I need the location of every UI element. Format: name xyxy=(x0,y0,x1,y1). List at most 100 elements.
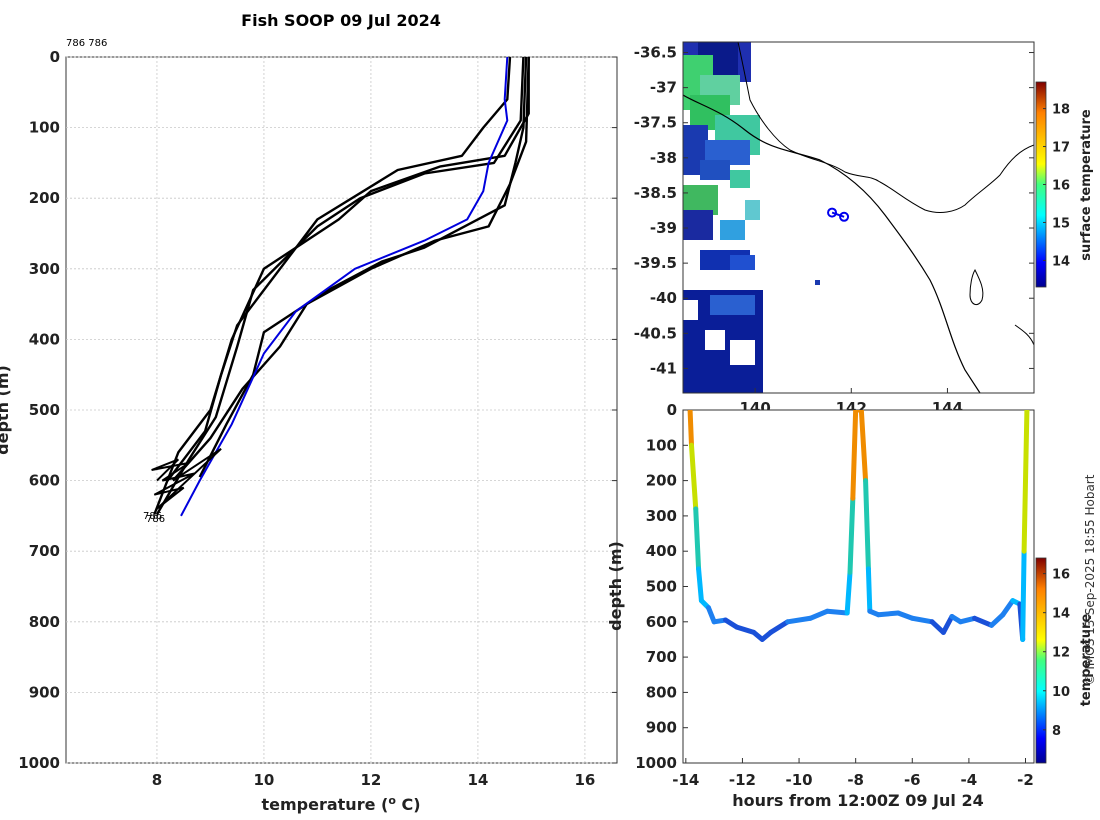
depth-track-segment xyxy=(972,615,995,628)
depth-track-segment xyxy=(895,610,915,621)
bottom-y-tick-label: 500 xyxy=(646,578,677,596)
annotation-786-b: 786 xyxy=(146,514,165,525)
coastline xyxy=(737,42,1034,213)
y-tick-label: 300 xyxy=(29,260,60,278)
depth-track-segment xyxy=(705,605,717,625)
sst-cb-tick-label: 18 xyxy=(1052,103,1070,118)
bottom-y-tick-label: 200 xyxy=(646,472,677,490)
bottom-x-tick-label: -6 xyxy=(904,771,921,789)
bottom-y-axis-label: depth (m) xyxy=(606,541,625,631)
ship-track xyxy=(827,207,850,222)
bottom-y-tick-label: 600 xyxy=(646,613,677,631)
bottom-x-axis-label: hours from 12:00Z 09 Jul 24 xyxy=(732,791,983,810)
temperature-depth-plot: 8 10 12 14 16 0 100 200 300 400 500 600 700 800 900 10… xyxy=(0,11,618,814)
map-content xyxy=(683,42,1034,393)
depth-track-segment xyxy=(909,615,935,625)
series-line-profile-2 xyxy=(155,57,525,516)
bottom-x-tick-label: -2 xyxy=(1017,771,1034,789)
temp-cb-tick-label: 12 xyxy=(1052,646,1070,661)
temp-cb-tick-label: 10 xyxy=(1052,685,1070,700)
bottom-x-tick-label: -8 xyxy=(847,771,864,789)
depth-track-segment xyxy=(858,410,869,484)
bottom-y-tick-label: 0 xyxy=(667,401,677,419)
depth-track-segment xyxy=(696,566,704,604)
map-y-tick-label: -36.5 xyxy=(634,44,677,62)
bottom-y-tick-label: 900 xyxy=(646,719,677,737)
depth-track-segment xyxy=(1020,548,1027,642)
bottom-y-tick-label: 1000 xyxy=(635,754,677,772)
sst-cb-tick-label: 14 xyxy=(1052,254,1070,269)
temperature-colorbar xyxy=(1035,557,1047,764)
depth-track-segment xyxy=(847,495,856,575)
x-tick-label: 10 xyxy=(253,771,274,789)
depth-track-segment xyxy=(768,619,791,635)
map-y-tick-labels: -36.5 -37 -37.5 -38 -38.5 -39 -39.5 -40 -40.5 -41 xyxy=(634,44,1034,377)
map-frame xyxy=(682,41,1035,394)
map-y-tick-label: -41 xyxy=(650,359,677,377)
y-tick-label: 200 xyxy=(29,189,60,207)
sst-map: 140 142 144 -36.5-37-37.5-38-38.5-39-39.5-… xyxy=(634,41,1094,417)
depth-track-segment xyxy=(688,442,699,512)
y-tick-label: 900 xyxy=(29,683,60,701)
depth-track-segment xyxy=(940,614,955,635)
continental-shelf-line xyxy=(683,94,981,393)
series-line-profile-mean xyxy=(180,57,509,517)
depth-track-segment xyxy=(1000,598,1016,618)
sst-colorbar-ticks: 14 15 16 17 18 xyxy=(1043,103,1070,269)
map-y-tick-label: -37 xyxy=(650,79,677,97)
series-noise-cluster xyxy=(151,447,222,510)
map-y-tick-label: -40.5 xyxy=(634,324,677,342)
y-tick-label: 500 xyxy=(29,401,60,419)
series-line-profile-1 xyxy=(153,57,530,515)
bottom-x-tick-labels: -14 -12 -10 -8 -6 -4 -2 xyxy=(672,758,1034,789)
track-line xyxy=(831,211,845,218)
bottom-y-tick-label: 800 xyxy=(646,683,677,701)
y-tick-label: 700 xyxy=(29,542,60,560)
x-tick-label: 16 xyxy=(574,771,595,789)
temp-cb-tick-label: 16 xyxy=(1052,568,1070,583)
temp-cb-tick-label: 14 xyxy=(1052,607,1070,622)
map-y-tick-label: -38.5 xyxy=(634,184,677,202)
depth-track-segment xyxy=(989,612,1006,628)
depth-track-segment xyxy=(850,410,859,501)
map-y-tick-label: -39.5 xyxy=(634,254,677,272)
depth-track-segment xyxy=(687,410,694,448)
track-point xyxy=(839,211,850,222)
bottom-plot-frame xyxy=(682,409,1035,764)
bottom-y-tick-label: 100 xyxy=(646,436,677,454)
bottom-y-tick-labels: 0 100 200 300 400 500 600 700 800 900 1000 xyxy=(635,401,688,772)
bottom-x-tick-label: -10 xyxy=(786,771,813,789)
y-tick-label: 600 xyxy=(29,472,60,490)
series-line-profile-4 xyxy=(198,57,528,478)
y-tick-label: 1000 xyxy=(18,754,60,772)
bottom-y-tick-label: 300 xyxy=(646,507,677,525)
sst-cb-tick-label: 17 xyxy=(1052,141,1070,156)
sst-colorbar-label: surface temperature xyxy=(1079,109,1094,261)
series-line-profile-5 xyxy=(172,57,530,482)
chart-title: Fish SOOP 09 Jul 2024 xyxy=(241,11,441,30)
depth-track-segment xyxy=(785,615,813,625)
series-line-profile-3 xyxy=(166,57,512,482)
credit-text: © IMOS 13-Sep-2025 18:55 Hobart xyxy=(1083,474,1097,685)
depth-track-segment xyxy=(807,608,830,621)
depth-track-segment xyxy=(865,566,873,614)
map-y-tick-label: -39 xyxy=(650,219,677,237)
profile-lines xyxy=(151,57,530,517)
left-x-tick-labels: 8 10 12 14 16 xyxy=(152,771,596,789)
left-y-tick-labels: 0 100 200 300 400 500 600 700 800 900 1000 xyxy=(18,48,60,772)
depth-track-segment xyxy=(875,610,901,618)
y-tick-label: 100 xyxy=(29,119,60,137)
x-tick-label: 14 xyxy=(467,771,488,789)
x-axis-label: temperature (o C) xyxy=(261,794,420,814)
bottom-x-tick-label: -4 xyxy=(961,771,978,789)
sst-cb-tick-label: 15 xyxy=(1052,216,1070,231)
bottom-y-tick-label: 400 xyxy=(646,542,677,560)
depth-track-segment xyxy=(824,608,850,616)
sst-field xyxy=(683,42,820,393)
depth-track xyxy=(687,410,1030,642)
depth-track-segment xyxy=(693,506,702,572)
sst-cb-tick-label: 16 xyxy=(1052,179,1070,194)
depth-track-segment xyxy=(1021,410,1030,554)
temperature-colorbar-label: temperature xyxy=(1079,614,1094,707)
y-axis-label: depth (m) xyxy=(0,365,12,455)
